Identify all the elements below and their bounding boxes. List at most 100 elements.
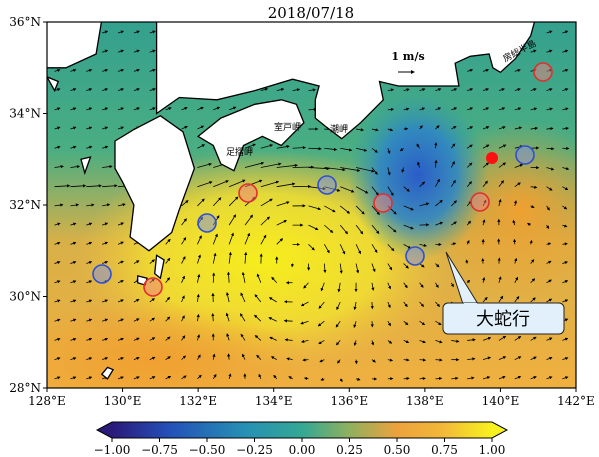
current-vector <box>268 317 277 322</box>
eddy-marker <box>92 264 112 284</box>
x-tick-label: 140°E <box>482 394 520 408</box>
colorbar-tick-label: 0.50 <box>384 443 411 457</box>
current-vector <box>256 273 262 283</box>
land-outline <box>114 115 196 252</box>
current-vector <box>54 184 71 188</box>
current-vector <box>181 315 185 322</box>
current-vector <box>149 88 156 92</box>
current-vector <box>212 233 218 245</box>
current-vector <box>260 180 280 188</box>
current-vector <box>102 107 109 111</box>
current-vector <box>340 186 355 193</box>
current-vector <box>466 181 473 187</box>
current-vector <box>54 280 61 284</box>
current-vector <box>403 224 414 230</box>
current-vector <box>197 106 204 111</box>
current-vector <box>355 205 365 215</box>
current-vector <box>308 244 315 251</box>
current-vector <box>562 242 568 246</box>
current-vector <box>355 224 364 235</box>
current-vector <box>419 301 425 307</box>
current-vector <box>54 357 61 361</box>
current-vector <box>260 144 274 149</box>
y-tick-label: 34°N <box>9 107 41 121</box>
current-vector <box>403 243 412 249</box>
current-vector <box>435 263 440 268</box>
current-vector <box>302 358 309 362</box>
current-vector <box>102 165 113 169</box>
current-vector <box>133 357 140 361</box>
current-vector <box>244 214 253 226</box>
current-vector <box>240 333 246 341</box>
current-vector <box>181 256 186 264</box>
current-vector <box>514 257 518 264</box>
current-vector <box>562 205 568 210</box>
current-vector <box>70 68 77 72</box>
current-vector <box>387 244 395 252</box>
current-vector <box>435 107 442 111</box>
current-vector <box>54 222 61 226</box>
current-vector <box>70 299 77 303</box>
current-vector <box>498 375 506 380</box>
current-vector <box>133 299 140 303</box>
current-vector <box>371 244 378 253</box>
current-vector <box>337 282 341 293</box>
current-vector <box>562 68 569 72</box>
colorbar-tick-label: 0.75 <box>431 443 458 457</box>
current-vector <box>466 144 473 149</box>
current-vector <box>419 376 426 381</box>
buoy-point <box>486 152 498 164</box>
current-vector <box>419 125 423 130</box>
eddy-marker <box>238 183 258 203</box>
current-vector <box>530 356 537 360</box>
current-vector <box>546 186 553 191</box>
current-vector <box>256 354 262 360</box>
current-vector <box>292 146 306 150</box>
current-vector <box>102 68 109 72</box>
current-vector <box>435 221 444 226</box>
colorbar-tick-label: −0.50 <box>189 443 226 457</box>
current-vector <box>416 143 420 149</box>
current-vector <box>117 337 124 341</box>
current-vector <box>276 88 285 92</box>
current-vector <box>482 277 486 283</box>
current-vector <box>181 200 189 207</box>
map-area <box>47 22 576 388</box>
current-vector <box>546 279 552 284</box>
current-vector <box>482 162 490 168</box>
x-tick-label: 134°E <box>255 394 293 408</box>
current-vector <box>225 312 230 322</box>
current-vector <box>213 180 229 188</box>
current-vector <box>70 337 77 341</box>
current-vector <box>133 318 140 322</box>
eddy-marker <box>373 193 393 213</box>
current-vector <box>435 301 441 307</box>
current-vector <box>466 279 471 284</box>
x-tick-label: 130°E <box>104 394 142 408</box>
current-vector <box>482 107 490 111</box>
current-vector <box>117 126 125 130</box>
current-vector <box>435 199 443 207</box>
current-vector <box>514 295 520 303</box>
current-vector <box>254 334 262 341</box>
current-vector <box>181 107 188 111</box>
current-vector <box>562 261 569 265</box>
current-vector <box>339 205 351 214</box>
current-vector <box>562 299 569 303</box>
current-vector <box>546 224 550 229</box>
axes: 128°E 130°E 132°E 134°E 136°E 138°E 140°E 142°E… <box>9 15 595 408</box>
current-vector <box>54 318 61 322</box>
current-vector <box>387 128 394 132</box>
land-outline <box>196 99 305 172</box>
current-vector <box>70 318 77 322</box>
current-vector <box>268 297 277 303</box>
current-vector <box>498 198 502 207</box>
current-vector <box>70 165 81 169</box>
current-vector <box>482 296 488 303</box>
current-vector <box>403 88 410 92</box>
current-vector <box>403 263 409 269</box>
current-vector <box>197 235 202 245</box>
current-vector <box>451 107 458 111</box>
current-vector <box>54 203 64 207</box>
current-vector <box>165 336 171 341</box>
